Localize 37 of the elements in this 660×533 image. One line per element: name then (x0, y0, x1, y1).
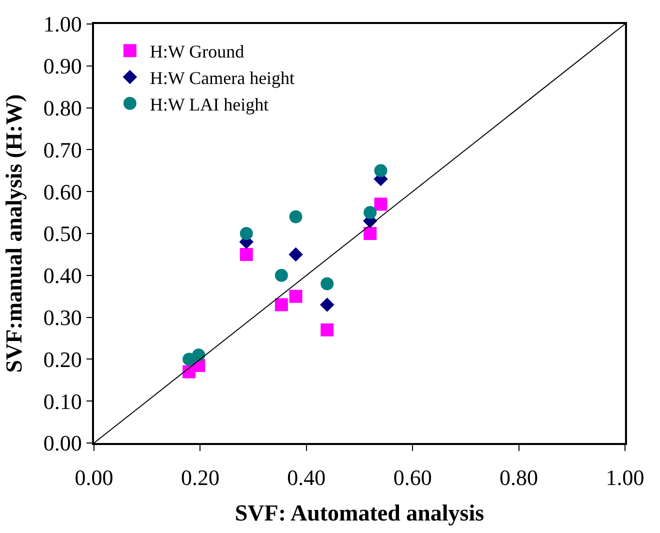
point (374, 198, 388, 211)
x-tick-label: 0.80 (500, 465, 538, 490)
x-tick-label: 1.00 (606, 465, 644, 490)
point (192, 348, 206, 362)
point (364, 206, 377, 220)
y-tick-label: 0.00 (43, 430, 82, 456)
y-tick-label: 0.60 (43, 179, 82, 204)
point (289, 290, 302, 303)
x-tick-label: 0.40 (287, 465, 326, 490)
x-tick-label: 0.60 (393, 465, 432, 490)
point (364, 227, 377, 240)
y-tick-label: 0.10 (43, 388, 82, 414)
y-tick-label: 0.20 (43, 346, 82, 372)
y-tick-label: 0.30 (43, 305, 82, 330)
x-tick-label: 0.00 (74, 465, 114, 490)
y-tick-label: 0.90 (43, 54, 82, 79)
point (320, 277, 334, 290)
point (289, 210, 302, 224)
x-tick-label: 0.20 (180, 465, 220, 490)
point (320, 323, 334, 336)
y-tick-label: 0.50 (43, 221, 82, 246)
point (274, 268, 288, 282)
legend-label: H:W LAI height (150, 94, 269, 114)
point (320, 298, 334, 312)
y-tick-label: 0.70 (43, 137, 82, 162)
legend-label: H:W Camera height (150, 68, 295, 88)
point (240, 248, 253, 261)
point (274, 298, 288, 312)
legend-label: H:W Ground (150, 42, 244, 62)
y-tick-label: 0.80 (43, 96, 82, 120)
y-tick-label: 0.40 (43, 263, 82, 288)
y-tick-label: 1.00 (43, 12, 82, 37)
point (240, 227, 253, 240)
x-axis-title: SVF: Automated analysis (234, 500, 484, 526)
point (288, 247, 303, 262)
y-axis-title: SVF:manual analysis (H:W) (1, 94, 26, 373)
point (374, 164, 388, 178)
